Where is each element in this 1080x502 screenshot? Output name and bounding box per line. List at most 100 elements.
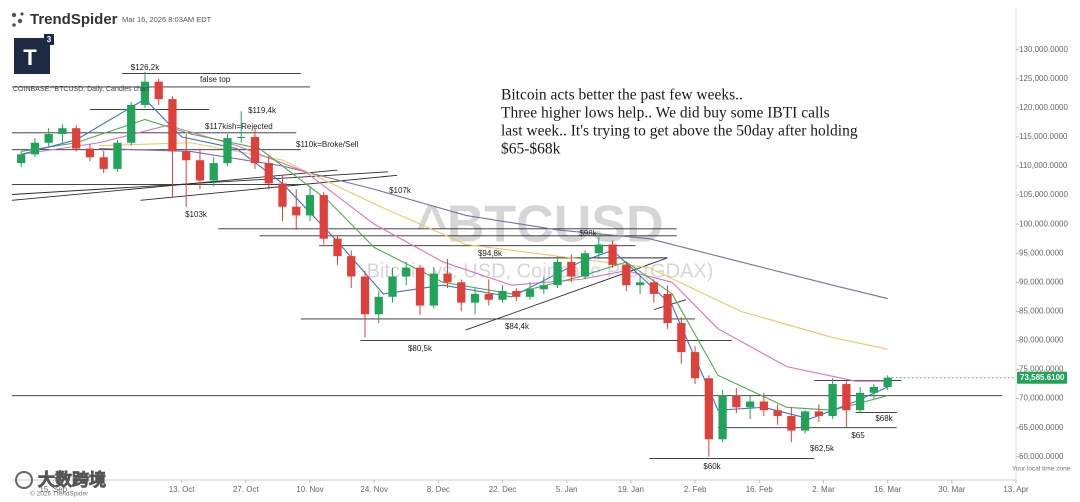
x-tick-label: 10. Nov — [296, 485, 324, 494]
annotation: $65 — [851, 431, 865, 440]
candle-body — [360, 276, 370, 315]
candle-body — [457, 282, 466, 303]
y-tick-label: 90,000.0000 — [1019, 277, 1064, 286]
y-tick-label: 110,000.0000 — [1019, 161, 1068, 170]
candle-body — [828, 384, 837, 417]
last-price-label: 73,585.6100 — [1020, 373, 1065, 382]
x-tick-label: 16. Feb — [746, 485, 774, 494]
candle-body — [856, 392, 865, 411]
candle-body — [278, 183, 287, 207]
candle-body — [58, 128, 67, 135]
candle-body — [44, 134, 53, 143]
moving-average — [99, 142, 888, 350]
annotation: $107k — [389, 186, 412, 195]
candle-body — [182, 151, 191, 161]
candle-body — [663, 293, 672, 323]
x-tick-label: 22. Dec — [489, 485, 517, 494]
candle-body — [374, 296, 383, 315]
header: TrendSpider Mar 16, 2026 8:03AM EDT T 3 — [11, 11, 212, 74]
candle-body — [17, 154, 26, 164]
x-tick-label: 5. Jan — [556, 485, 578, 494]
candle-body — [99, 157, 108, 169]
candle-body — [580, 253, 590, 277]
candle-body — [608, 244, 617, 265]
candle-body — [209, 163, 218, 181]
candle-body — [525, 289, 535, 297]
x-tick-label: 15. Sep — [39, 485, 67, 494]
logo-letter: T — [23, 45, 37, 70]
y-tick-label: 70,000.0000 — [1019, 394, 1064, 403]
candle-body — [498, 291, 507, 300]
candle-body — [800, 411, 810, 431]
candle-body — [237, 136, 246, 139]
symbol-watermark: ^BTCUSD — [416, 196, 663, 254]
annotation: $126,2k — [131, 63, 160, 72]
annotation: $103k — [185, 210, 208, 219]
x-tick-label: 2. Mar — [812, 485, 835, 494]
annotation: $84,4k — [505, 322, 530, 331]
candle-body — [869, 386, 879, 393]
x-tick-label: 30. Mar — [938, 485, 965, 494]
candle-body — [250, 136, 260, 164]
commentary-line: Three higher lows help.. We did buy some… — [501, 105, 830, 122]
annotation: $62,5k — [810, 444, 835, 453]
candle-body — [264, 163, 273, 184]
candle-body — [883, 377, 892, 387]
moving-average — [21, 124, 888, 382]
y-tick-label: 60,000.0000 — [1019, 452, 1064, 461]
candle-body — [470, 293, 480, 303]
candle-body — [553, 261, 562, 286]
commentary-line: Bitcoin acts better the past few weeks.. — [501, 87, 743, 104]
plot-area: 60,000.0000 65,000.0000 70,000.0000 75,000.… — [11, 9, 1068, 494]
candle-body — [429, 273, 438, 306]
copyright: © 2026 TrendSpider — [30, 490, 89, 498]
x-tick-label: 8. Dec — [427, 485, 450, 494]
candle-body — [305, 195, 315, 216]
candle-body — [759, 401, 768, 411]
candle-body — [319, 195, 328, 239]
candle-body — [773, 410, 782, 417]
candle-body — [388, 276, 397, 297]
brand-icon — [11, 12, 24, 27]
x-tick-label: 2. Feb — [684, 485, 707, 494]
timestamp: Mar 16, 2026 8:03AM EDT — [122, 15, 212, 24]
candle-body — [512, 291, 521, 297]
candle-body — [677, 323, 686, 353]
watermark-icon — [15, 471, 33, 489]
y-tick-label: 85,000.0000 — [1019, 306, 1064, 315]
x-tick-label: 13. Apr — [1003, 485, 1029, 494]
candle-body — [484, 293, 493, 300]
watermark: 大数跨境 — [38, 469, 106, 489]
y-tick-label: 120,000.0000 — [1019, 103, 1068, 112]
commentary: Bitcoin acts better the past few weeks..… — [501, 87, 858, 158]
annotation: false top — [200, 75, 231, 84]
y-tick-label: 130,000.0000 — [1019, 45, 1068, 54]
candle-body — [567, 261, 576, 277]
candle-body — [402, 267, 411, 277]
x-tick-label: 13. Oct — [169, 485, 196, 494]
last-price-box — [1017, 371, 1067, 384]
moving-average — [21, 118, 888, 411]
candle-body — [30, 142, 40, 155]
candle-body — [635, 282, 645, 286]
y-tick-label: 80,000.0000 — [1019, 336, 1064, 345]
y-tick-label: 115,000.0000 — [1019, 132, 1068, 141]
annotation: $94,8k — [478, 249, 503, 258]
commentary-line: $65-$68k — [501, 141, 561, 158]
candle-body — [814, 411, 823, 417]
y-tick-label: 65,000.0000 — [1019, 423, 1064, 432]
candle-body — [732, 395, 741, 408]
candle-body — [718, 395, 727, 440]
candle-body — [443, 273, 452, 283]
moving-average — [99, 148, 888, 300]
timezone: Your local time zone — [1012, 466, 1071, 473]
trend-line — [11, 169, 338, 201]
candle-body — [154, 81, 163, 100]
candle-body — [195, 160, 205, 181]
y-tick-label: 95,000.0000 — [1019, 248, 1064, 257]
candle-body — [704, 378, 713, 440]
y-tick-label: 125,000.0000 — [1019, 74, 1068, 83]
candle-body — [690, 352, 700, 379]
